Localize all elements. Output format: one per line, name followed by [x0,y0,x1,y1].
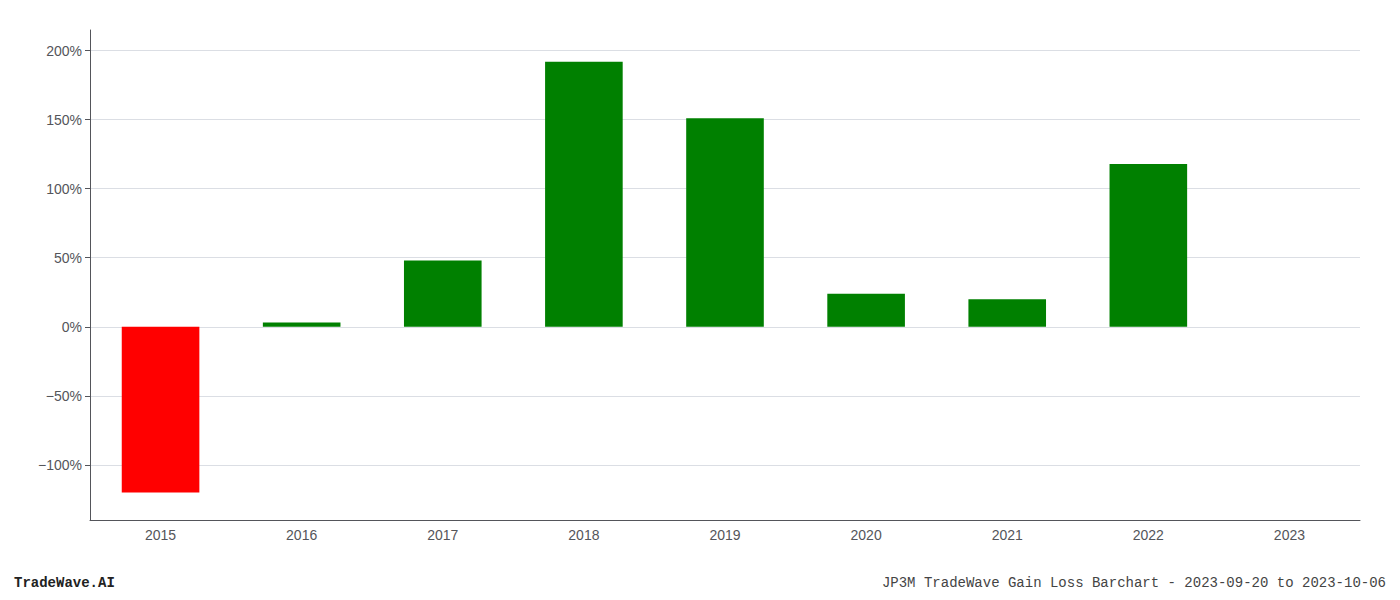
svg-text:−50%: −50% [46,388,82,404]
svg-text:TradeWave.AI: TradeWave.AI [14,575,115,591]
svg-text:2023: 2023 [1274,527,1305,543]
svg-text:2016: 2016 [286,527,317,543]
svg-text:JP3M TradeWave Gain Loss Barch: JP3M TradeWave Gain Loss Barchart - 2023… [882,575,1386,591]
svg-text:−100%: −100% [38,457,82,473]
svg-text:2019: 2019 [709,527,740,543]
svg-text:150%: 150% [46,112,82,128]
svg-text:2018: 2018 [568,527,599,543]
svg-text:2022: 2022 [1133,527,1164,543]
svg-text:200%: 200% [46,43,82,59]
svg-text:2021: 2021 [992,527,1023,543]
svg-text:2020: 2020 [851,527,882,543]
svg-text:2015: 2015 [145,527,176,543]
svg-text:0%: 0% [62,319,82,335]
svg-text:100%: 100% [46,181,82,197]
svg-text:2017: 2017 [427,527,458,543]
svg-text:50%: 50% [54,250,82,266]
